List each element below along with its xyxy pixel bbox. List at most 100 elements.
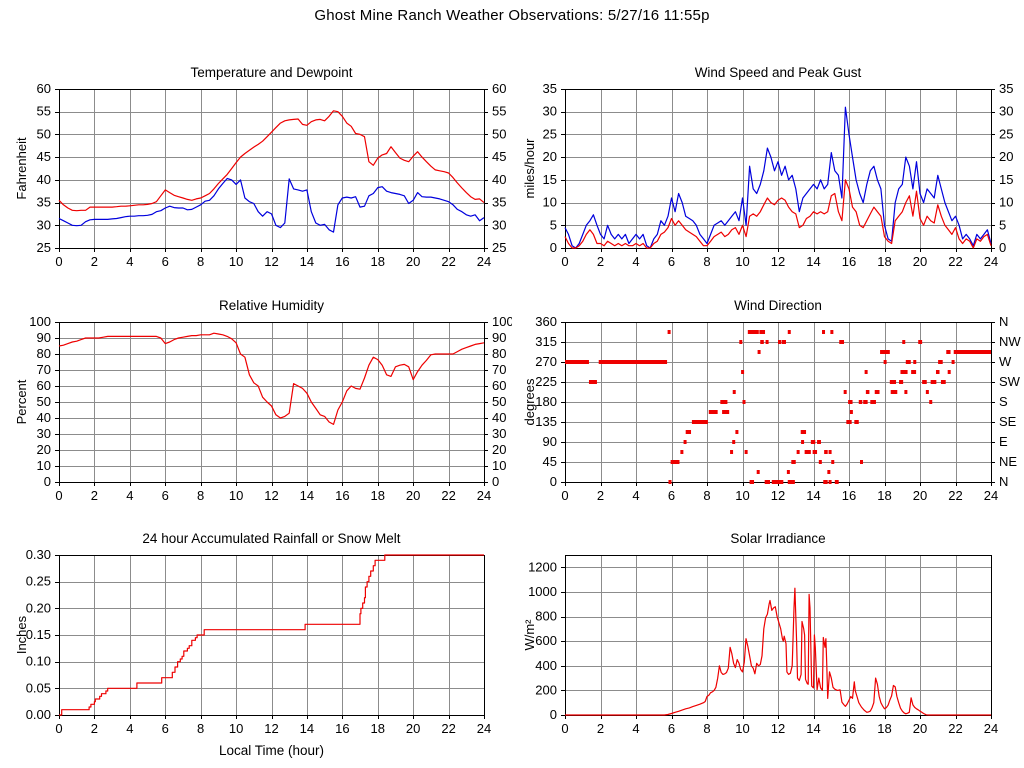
svg-text:24: 24	[477, 488, 491, 503]
svg-text:12: 12	[771, 488, 785, 503]
svg-text:800: 800	[535, 609, 557, 624]
svg-text:40: 40	[37, 410, 51, 425]
svg-text:6: 6	[668, 721, 675, 736]
svg-text:24: 24	[984, 488, 998, 503]
svg-text:40: 40	[492, 410, 506, 425]
svg-text:70: 70	[37, 362, 51, 377]
svg-text:18: 18	[877, 254, 891, 269]
svg-text:40: 40	[37, 172, 51, 187]
svg-text:35: 35	[543, 81, 557, 96]
svg-text:0.20: 0.20	[26, 600, 51, 615]
svg-text:80: 80	[492, 346, 506, 361]
solar-irradiance-canvas: 0 2 4 6 8 10 12 14 16 18 20 22 240200400600800100012…	[522, 531, 998, 736]
svg-text:60: 60	[37, 81, 51, 96]
svg-text:30: 30	[492, 217, 506, 232]
svg-text:50: 50	[37, 126, 51, 141]
svg-text:35: 35	[999, 81, 1013, 96]
svg-text:20: 20	[37, 442, 51, 457]
svg-text:0: 0	[55, 254, 62, 269]
svg-text:60: 60	[37, 378, 51, 393]
svg-text:N: N	[999, 474, 1008, 489]
svg-text:600: 600	[535, 633, 557, 648]
svg-text:W/m²: W/m²	[522, 619, 537, 651]
svg-text:0.00: 0.00	[26, 707, 51, 722]
svg-text:10: 10	[543, 195, 557, 210]
svg-text:10: 10	[37, 458, 51, 473]
svg-text:60: 60	[492, 378, 506, 393]
svg-text:12: 12	[771, 721, 785, 736]
svg-text:12: 12	[264, 721, 278, 736]
svg-text:18: 18	[371, 488, 385, 503]
page-title: Ghost Mine Ranch Weather Observations: 5…	[314, 7, 710, 24]
svg-text:25: 25	[37, 240, 51, 255]
svg-text:360: 360	[535, 314, 557, 329]
svg-text:14: 14	[806, 721, 820, 736]
svg-text:2: 2	[91, 721, 98, 736]
svg-text:14: 14	[806, 488, 820, 503]
svg-text:100: 100	[29, 314, 51, 329]
svg-text:22: 22	[441, 488, 455, 503]
chart-solar-irradiance: 0 2 4 6 8 10 12 14 16 18 20 22 24 0 200 400 600 800 1000 12…	[512, 525, 1024, 768]
svg-text:0: 0	[492, 474, 499, 489]
svg-text:0: 0	[561, 721, 568, 736]
svg-text:20: 20	[543, 149, 557, 164]
svg-text:10: 10	[735, 254, 749, 269]
svg-text:16: 16	[842, 488, 856, 503]
svg-text:24: 24	[477, 254, 491, 269]
svg-text:180: 180	[535, 394, 557, 409]
svg-text:2: 2	[91, 254, 98, 269]
svg-text:90: 90	[37, 330, 51, 345]
svg-text:miles/hour: miles/hour	[522, 138, 537, 199]
svg-text:50: 50	[492, 126, 506, 141]
svg-text:S: S	[999, 394, 1008, 409]
svg-text:6: 6	[668, 488, 675, 503]
svg-text:18: 18	[877, 721, 891, 736]
svg-text:0.05: 0.05	[26, 680, 51, 695]
svg-text:6: 6	[162, 721, 169, 736]
svg-text:Temperature and Dewpoint: Temperature and Dewpoint	[190, 65, 352, 80]
chart-temperature-dewpoint: 0 2 4 6 8 10 12 14 16 18 20 22 24 25 25 30 30 35 35 40 40 45 4…	[0, 55, 512, 277]
svg-text:4: 4	[126, 488, 133, 503]
svg-text:20: 20	[406, 721, 420, 736]
svg-text:22: 22	[441, 254, 455, 269]
svg-text:5: 5	[999, 217, 1006, 232]
rainfall-canvas: 0 2 4 6 8 10 12 14 16 18 20 22 240.000.050.100.150.2…	[14, 531, 491, 758]
svg-text:0.15: 0.15	[26, 627, 51, 642]
chart-wind-direction: 0 2 4 6 8 10 12 14 16 18 20 22 24 0 N 45 NE 90 E 135 SE 180 S 2…	[512, 290, 1024, 512]
svg-text:12: 12	[264, 488, 278, 503]
svg-text:20: 20	[406, 488, 420, 503]
svg-text:0: 0	[550, 707, 557, 722]
svg-text:Relative Humidity: Relative Humidity	[219, 298, 324, 313]
svg-text:270: 270	[535, 354, 557, 369]
svg-text:8: 8	[703, 254, 710, 269]
svg-text:24: 24	[984, 721, 998, 736]
svg-text:2: 2	[91, 488, 98, 503]
svg-text:400: 400	[535, 658, 557, 673]
svg-text:0: 0	[55, 488, 62, 503]
svg-text:10: 10	[229, 254, 243, 269]
svg-text:4: 4	[632, 488, 639, 503]
svg-text:5: 5	[550, 217, 557, 232]
svg-text:24 hour Accumulated Rainfall o: 24 hour Accumulated Rainfall or Snow Mel…	[142, 531, 400, 546]
svg-text:18: 18	[371, 721, 385, 736]
svg-text:30: 30	[543, 104, 557, 119]
svg-text:50: 50	[37, 394, 51, 409]
svg-text:degrees: degrees	[522, 378, 537, 425]
svg-text:0.30: 0.30	[26, 547, 51, 562]
svg-text:0: 0	[55, 721, 62, 736]
svg-text:200: 200	[535, 682, 557, 697]
svg-text:50: 50	[492, 394, 506, 409]
svg-text:0: 0	[999, 240, 1006, 255]
svg-text:6: 6	[162, 254, 169, 269]
svg-text:15: 15	[543, 172, 557, 187]
svg-text:4: 4	[126, 254, 133, 269]
svg-text:NE: NE	[999, 454, 1017, 469]
svg-text:8: 8	[197, 721, 204, 736]
svg-text:14: 14	[300, 254, 314, 269]
svg-text:20: 20	[913, 488, 927, 503]
svg-text:35: 35	[492, 195, 506, 210]
svg-text:16: 16	[842, 721, 856, 736]
